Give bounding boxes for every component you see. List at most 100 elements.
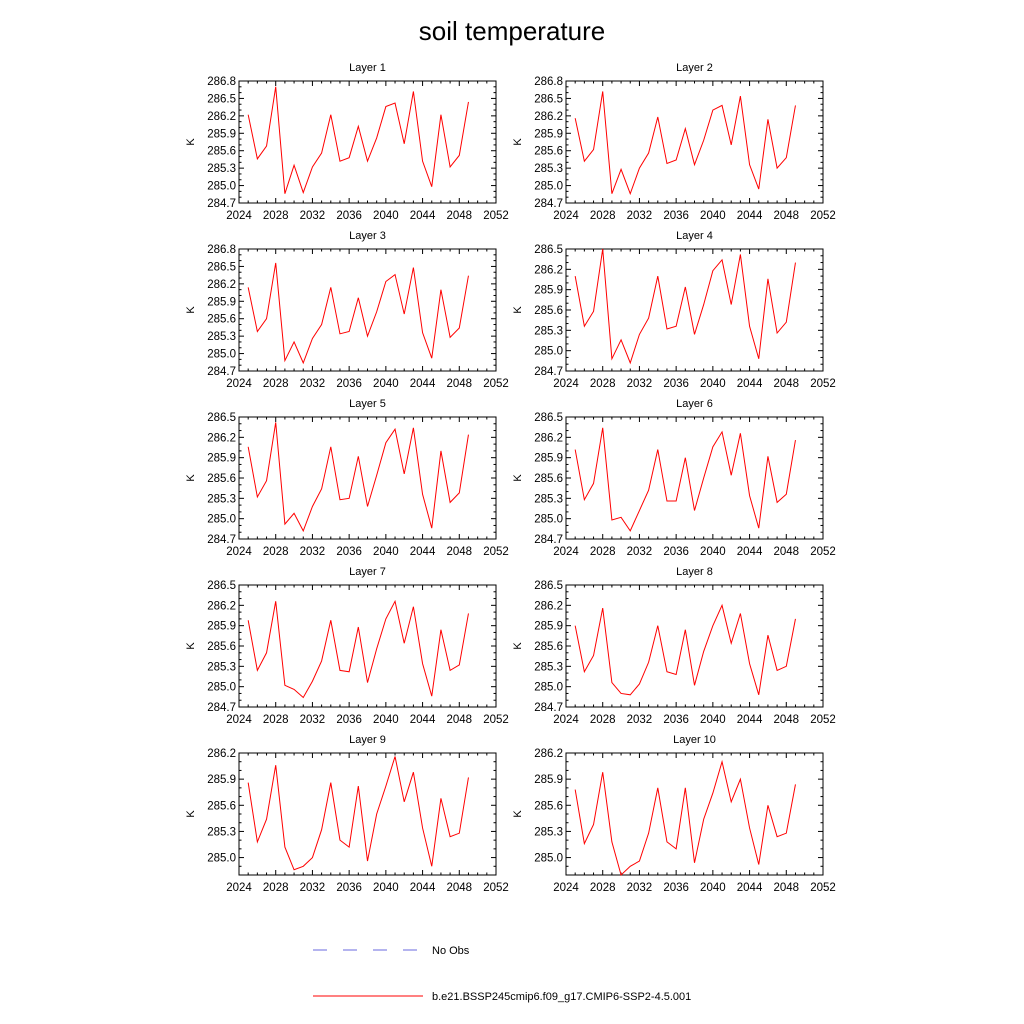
series-line <box>247 422 469 533</box>
x-tick-label: 2028 <box>263 714 289 726</box>
y-tick-label: 285.9 <box>534 453 563 465</box>
panel-title: Layer 5 <box>349 398 386 410</box>
x-tick-label: 2032 <box>300 546 326 558</box>
y-tick-label: 286.5 <box>207 580 236 592</box>
y-tick-label: 286.8 <box>207 244 236 256</box>
x-tick-label: 2044 <box>410 546 436 558</box>
y-tick-label: 285.0 <box>207 853 236 865</box>
panel-layer-7: Layer 7 K 2024 2028 2032 2036 2040 2044 2048 2052… <box>185 566 509 726</box>
panel-grid: Layer 1 K 2024 2028 2032 2036 2040 2044 2048 2052… <box>185 62 836 894</box>
series-line <box>574 427 796 532</box>
y-axis-label: K <box>185 306 197 314</box>
y-tick-label: 285.0 <box>207 181 236 193</box>
y-tick-label: 285.3 <box>534 163 563 175</box>
x-tick-label: 2048 <box>446 882 472 894</box>
x-tick-label: 2032 <box>300 210 326 222</box>
y-tick-label: 286.5 <box>534 244 563 256</box>
series-line <box>574 603 796 696</box>
y-tick-label: 285.9 <box>207 296 236 308</box>
panel-layer-10: Layer 10 K 2024 2028 2032 2036 2040 2044 2048 205… <box>512 734 836 894</box>
y-tick-label: 286.5 <box>534 580 563 592</box>
plot-frame <box>238 752 497 876</box>
y-tick-label: 284.7 <box>534 366 563 378</box>
y-tick-label: 286.2 <box>534 432 563 444</box>
y-tick-label: 285.3 <box>207 826 236 838</box>
x-tick-label: 2048 <box>773 714 799 726</box>
x-tick-label: 2036 <box>336 714 362 726</box>
y-tick-label: 285.3 <box>207 331 236 343</box>
y-tick-label: 284.7 <box>207 366 236 378</box>
y-tick-label: 285.6 <box>534 641 563 653</box>
y-tick-label: 286.8 <box>534 76 563 88</box>
x-tick-label: 2024 <box>226 210 252 222</box>
series-line <box>574 248 796 365</box>
y-tick-label: 285.0 <box>207 349 236 361</box>
x-tick-label: 2024 <box>553 210 579 222</box>
x-tick-label: 2052 <box>810 546 836 558</box>
y-tick-label: 286.2 <box>207 432 236 444</box>
x-tick-label: 2052 <box>483 210 509 222</box>
x-tick-label: 2032 <box>627 714 653 726</box>
x-tick-label: 2024 <box>553 546 579 558</box>
x-tick-label: 2024 <box>553 882 579 894</box>
y-tick-label: 286.5 <box>534 93 563 105</box>
x-tick-label: 2052 <box>483 546 509 558</box>
x-tick-label: 2044 <box>737 714 763 726</box>
y-tick-label: 286.5 <box>207 412 236 424</box>
y-tick-label: 285.0 <box>207 514 236 526</box>
x-tick-label: 2036 <box>336 882 362 894</box>
x-tick-label: 2052 <box>810 378 836 390</box>
y-tick-label: 285.3 <box>534 325 563 337</box>
y-tick-label: 285.9 <box>207 774 236 786</box>
x-tick-label: 2024 <box>553 378 579 390</box>
legend-label-no-obs: No Obs <box>432 945 470 957</box>
y-tick-label: 285.3 <box>207 661 236 673</box>
x-tick-label: 2032 <box>627 378 653 390</box>
y-tick-label: 285.3 <box>207 493 236 505</box>
series-line <box>574 759 796 876</box>
y-tick-label: 285.6 <box>534 473 563 485</box>
y-tick-label: 285.0 <box>534 514 563 526</box>
x-tick-label: 2024 <box>226 714 252 726</box>
y-tick-label: 285.9 <box>207 453 236 465</box>
x-tick-label: 2048 <box>773 378 799 390</box>
x-tick-label: 2052 <box>810 882 836 894</box>
y-tick-label: 286.5 <box>207 93 236 105</box>
x-tick-label: 2028 <box>590 882 616 894</box>
panel-layer-6: Layer 6 K 2024 2028 2032 2036 2040 2044 2048 2052… <box>512 398 836 558</box>
y-tick-label: 286.8 <box>207 76 236 88</box>
x-tick-label: 2044 <box>410 714 436 726</box>
y-tick-label: 285.6 <box>534 800 563 812</box>
y-tick-label: 285.0 <box>534 181 563 193</box>
y-tick-label: 285.6 <box>207 800 236 812</box>
x-tick-label: 2036 <box>663 882 689 894</box>
x-tick-label: 2032 <box>627 882 653 894</box>
legend-entry-model: b.e21.BSSP245cmip6.f09_g17.CMIP6-SSP2-4.… <box>313 991 691 1003</box>
y-tick-label: 285.9 <box>207 128 236 140</box>
x-tick-label: 2048 <box>773 882 799 894</box>
y-tick-label: 286.2 <box>534 111 563 123</box>
x-tick-label: 2044 <box>737 546 763 558</box>
x-tick-label: 2052 <box>810 714 836 726</box>
x-tick-label: 2040 <box>373 210 399 222</box>
x-tick-label: 2028 <box>263 378 289 390</box>
series-line <box>574 91 796 196</box>
x-tick-label: 2036 <box>663 378 689 390</box>
y-axis-label: K <box>512 138 524 146</box>
x-tick-label: 2036 <box>663 546 689 558</box>
legend-label-model: b.e21.BSSP245cmip6.f09_g17.CMIP6-SSP2-4.… <box>432 991 691 1003</box>
panel-title: Layer 6 <box>676 398 713 410</box>
x-tick-label: 2048 <box>773 210 799 222</box>
y-axis-label: K <box>185 642 197 650</box>
x-tick-label: 2052 <box>810 210 836 222</box>
panel-title: Layer 2 <box>676 62 713 74</box>
x-tick-label: 2024 <box>226 882 252 894</box>
x-tick-label: 2040 <box>700 210 726 222</box>
x-tick-label: 2040 <box>373 378 399 390</box>
y-tick-label: 284.7 <box>534 198 563 210</box>
x-tick-label: 2048 <box>446 714 472 726</box>
y-tick-label: 285.3 <box>534 493 563 505</box>
y-tick-label: 285.6 <box>207 146 236 158</box>
x-tick-label: 2036 <box>336 378 362 390</box>
